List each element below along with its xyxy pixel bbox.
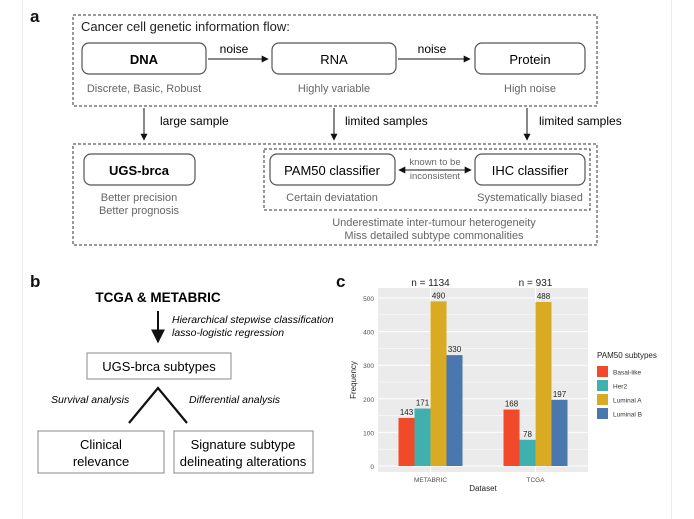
info-flow-dashed-box — [72, 14, 598, 107]
panel-b-letter: b — [30, 272, 40, 291]
info-flow-title: Cancer cell genetic information flow: — [81, 19, 290, 34]
dna-label: DNA — [130, 52, 159, 67]
bar-value-label: 143 — [400, 408, 414, 417]
protein-box — [474, 42, 586, 75]
bar-basal-like-tcga — [503, 409, 520, 466]
y-tick-label: 400 — [363, 330, 374, 337]
ugs-prognosis-text: Better prognosis — [99, 205, 180, 217]
bar-her2-metabric — [414, 408, 431, 466]
panel-a: a Cancer cell genetic information flow: … — [30, 7, 622, 246]
signature-subtype-box — [173, 430, 314, 474]
y-axis-title: Frequency — [349, 361, 358, 399]
legend-swatch — [597, 408, 608, 419]
panel-b: b TCGA & METABRIC Hierarchical stepwise … — [30, 272, 334, 474]
signature-text-1: Signature subtype — [191, 437, 296, 452]
limited-samples-label-1: limited samples — [345, 114, 428, 128]
bar-luminal-b-metabric — [446, 355, 463, 466]
ihc-label: IHC classifier — [492, 163, 569, 178]
bar-basal-like-metabric — [398, 417, 415, 466]
branch-arrows — [128, 386, 188, 424]
inconsistent-text: inconsistent — [410, 171, 461, 182]
rna-description: Highly variable — [298, 83, 370, 95]
pam50-description: Certain deviatation — [286, 192, 378, 204]
bar-luminal-b-tcga — [551, 399, 568, 466]
method-text-1: Hierarchical stepwise classification — [172, 314, 334, 326]
bar-value-label: 171 — [416, 399, 430, 408]
pam50-box — [269, 153, 396, 186]
x-axis-title: Dataset — [469, 484, 497, 493]
ugs-subtypes-label: UGS-brca subtypes — [102, 359, 216, 374]
differential-analysis-label: Differential analysis — [189, 394, 281, 406]
legend-swatch — [597, 366, 608, 377]
group-total-label: n = 931 — [519, 278, 553, 289]
noise-label-1: noise — [220, 42, 249, 56]
panel-a-letter: a — [30, 7, 40, 26]
classifier-inner-dashed-box — [263, 148, 591, 211]
chart-axes: 0 100 200 300 400 500 METABRIC n = 1134 TCGA n = … — [349, 278, 553, 493]
bar-value-label: 330 — [448, 345, 462, 354]
legend-label: Her2 — [613, 384, 627, 391]
miss-subtype-text: Miss detailed subtype commonalities — [344, 230, 524, 242]
clinical-text-1: Clinical — [80, 437, 122, 452]
bar-value-label: 197 — [553, 390, 567, 399]
y-tick-label: 200 — [363, 397, 374, 404]
noise-label-2: noise — [418, 42, 447, 56]
pam50-label: PAM50 classifier — [284, 163, 381, 178]
ugs-subtypes-box — [86, 352, 232, 380]
legend-title: PAM50 subtypes — [597, 351, 657, 360]
protein-label: Protein — [509, 52, 550, 67]
survival-analysis-label: Survival analysis — [51, 394, 130, 406]
bar-her2-tcga — [519, 439, 536, 466]
legend-swatch — [597, 380, 608, 391]
bar-value-label: 78 — [523, 430, 532, 439]
ihc-description: Systematically biased — [477, 192, 583, 204]
y-tick-label: 300 — [363, 363, 374, 370]
x-tick-label: METABRIC — [414, 477, 447, 484]
legend-label: Luminal A — [613, 398, 642, 405]
large-sample-label: large sample — [160, 114, 229, 128]
method-text-2: lasso-logistic regression — [172, 327, 284, 339]
legend-swatch — [597, 394, 608, 405]
y-tick-label: 500 — [363, 296, 374, 303]
y-tick-label: 100 — [363, 430, 374, 437]
x-tick-label: TCGA — [526, 477, 545, 484]
ihc-box — [474, 153, 586, 186]
rna-box — [271, 42, 397, 75]
clinical-relevance-box — [37, 430, 165, 474]
signature-text-2: delineating alterations — [180, 454, 307, 469]
dna-description: Discrete, Basic, Robust — [87, 83, 201, 95]
known-to-be-text: known to be — [409, 157, 460, 168]
classifier-outer-dashed-box — [72, 143, 598, 246]
bar-value-label: 488 — [537, 292, 551, 301]
legend-label: Basal-like — [613, 370, 642, 377]
bar-luminal-a-tcga — [535, 302, 552, 466]
chart-legend: PAM50 subtypes Basal-like Her2 Luminal A Lum… — [597, 351, 657, 419]
protein-description: High noise — [504, 83, 556, 95]
ugs-precision-text: Better precision — [101, 192, 177, 204]
legend-label: Luminal B — [613, 412, 642, 419]
bar-luminal-a-metabric — [430, 301, 447, 466]
y-tick-label: 0 — [370, 464, 374, 471]
limited-samples-label-2: limited samples — [539, 114, 622, 128]
underestimate-text: Underestimate inter-tumour heterogeneity — [332, 217, 536, 229]
clinical-text-2: relevance — [73, 454, 129, 469]
ugs-brca-box — [83, 153, 196, 186]
group-total-label: n = 1134 — [411, 278, 450, 289]
dna-box — [81, 42, 207, 75]
bar-value-label: 168 — [505, 400, 519, 409]
bar-value-label: 490 — [432, 291, 446, 300]
panel-c-letter: c — [336, 272, 345, 291]
tcga-metabric-title: TCGA & METABRIC — [95, 290, 220, 305]
ugs-brca-label: UGS-brca — [109, 163, 170, 178]
rna-label: RNA — [320, 52, 348, 67]
